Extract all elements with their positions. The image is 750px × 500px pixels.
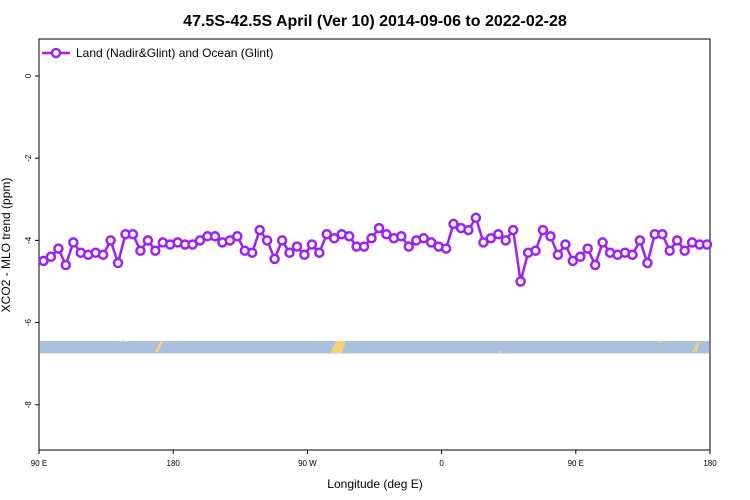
data-point: [135, 245, 146, 256]
data-point: [597, 237, 608, 248]
data-point: [254, 224, 265, 236]
data-point: [291, 241, 303, 252]
land-patch: [155, 342, 163, 352]
map-strip: [40, 339, 709, 354]
plot-frame: [38, 38, 711, 451]
data-point: [112, 257, 124, 269]
y-tick-label: -4: [24, 236, 33, 244]
chart-title: 47.5S-42.5S April (Ver 10) 2014-09-06 to…: [183, 13, 567, 30]
ocean-band: [40, 341, 709, 354]
data-point: [127, 228, 139, 240]
data-point: [358, 241, 370, 252]
data-point: [343, 231, 355, 242]
data-point: [463, 224, 474, 236]
data-point: [470, 212, 482, 224]
data-point: [38, 255, 49, 267]
land-speck: [121, 339, 125, 343]
x-axis-label: Longitude (deg E): [327, 477, 422, 491]
legend: Land (Nadir&Glint) and Ocean (Glint): [42, 46, 273, 60]
legend-label: Land (Nadir&Glint) and Ocean (Glint): [76, 46, 273, 60]
data-point: [448, 218, 459, 230]
data-point: [60, 259, 72, 271]
data-point: [679, 245, 690, 256]
data-point: [284, 247, 295, 258]
y-tick-label: -8: [24, 401, 33, 409]
data-point: [209, 231, 221, 242]
x-tick-label: 180: [167, 459, 181, 468]
land-patch: [330, 341, 346, 353]
data-point: [396, 231, 407, 242]
x-tick-label: 180: [703, 459, 717, 468]
y-axis-label: XCO2 - MLO trend (ppm): [0, 178, 13, 313]
data-point: [545, 231, 556, 242]
data-point: [232, 231, 243, 242]
x-tick-label: 90 E: [568, 459, 584, 468]
data-point: [582, 243, 593, 254]
x-tick-label: 90 E: [31, 459, 47, 468]
data-point: [299, 249, 310, 261]
data-point: [575, 251, 586, 263]
y-tick-label: -2: [24, 154, 33, 162]
data-point: [381, 228, 392, 240]
data-point: [664, 245, 675, 256]
data-point: [314, 247, 325, 258]
land-speck: [658, 340, 662, 344]
x-tick-label: 90 W: [298, 459, 317, 468]
data-point: [321, 228, 333, 240]
data-point: [552, 249, 564, 261]
data-point: [269, 253, 280, 265]
data-point: [97, 249, 109, 261]
series-layer: [38, 212, 713, 287]
data-point: [187, 239, 198, 250]
data-point: [642, 257, 653, 269]
data-point: [657, 228, 668, 240]
data-point: [500, 235, 511, 246]
legend-marker: [50, 47, 62, 59]
data-point: [328, 233, 340, 244]
data-point: [224, 235, 236, 246]
data-point: [366, 233, 377, 244]
x-axis: 90 E 180 90 W 0 90 E 180: [31, 450, 717, 468]
data-point: [627, 249, 638, 261]
data-point: [567, 255, 579, 267]
data-point: [589, 259, 601, 271]
x-tick-label: 0: [439, 459, 444, 468]
y-tick-label: -6: [24, 318, 33, 326]
data-point: [485, 233, 497, 244]
data-point: [142, 235, 154, 246]
data-point: [671, 235, 683, 246]
data-point: [493, 228, 504, 240]
data-point: [403, 241, 415, 252]
data-point: [634, 235, 646, 246]
data-point: [537, 224, 549, 236]
data-point: [306, 239, 318, 250]
data-point: [276, 235, 288, 246]
data-point: [45, 251, 57, 263]
data-point: [68, 237, 79, 248]
data-point: [418, 233, 429, 244]
data-point: [701, 239, 713, 250]
data-point: [515, 276, 526, 287]
y-axis: 0 -2 -4 -6 -8: [24, 73, 39, 408]
data-point: [150, 245, 161, 256]
land-speck: [498, 350, 502, 354]
data-point: [440, 243, 452, 254]
data-point: [105, 235, 116, 246]
land-patch: [692, 343, 700, 352]
data-point: [261, 235, 273, 246]
data-point: [194, 235, 206, 246]
data-point: [425, 237, 437, 248]
data-point: [53, 243, 64, 254]
y-tick-label: 0: [24, 73, 33, 78]
data-point: [373, 222, 385, 234]
data-point: [530, 245, 541, 256]
data-point: [560, 239, 571, 250]
data-point: [478, 237, 489, 248]
data-point: [246, 247, 258, 258]
data-point: [507, 224, 519, 236]
